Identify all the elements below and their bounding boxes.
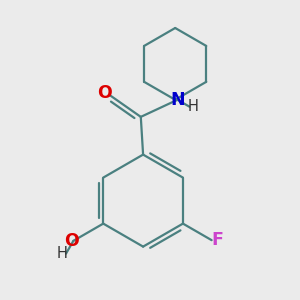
Text: O: O — [97, 84, 112, 102]
Text: N: N — [170, 91, 185, 109]
Text: F: F — [211, 231, 223, 249]
Text: H: H — [57, 246, 68, 261]
Text: H: H — [188, 99, 199, 114]
Text: O: O — [64, 232, 78, 250]
